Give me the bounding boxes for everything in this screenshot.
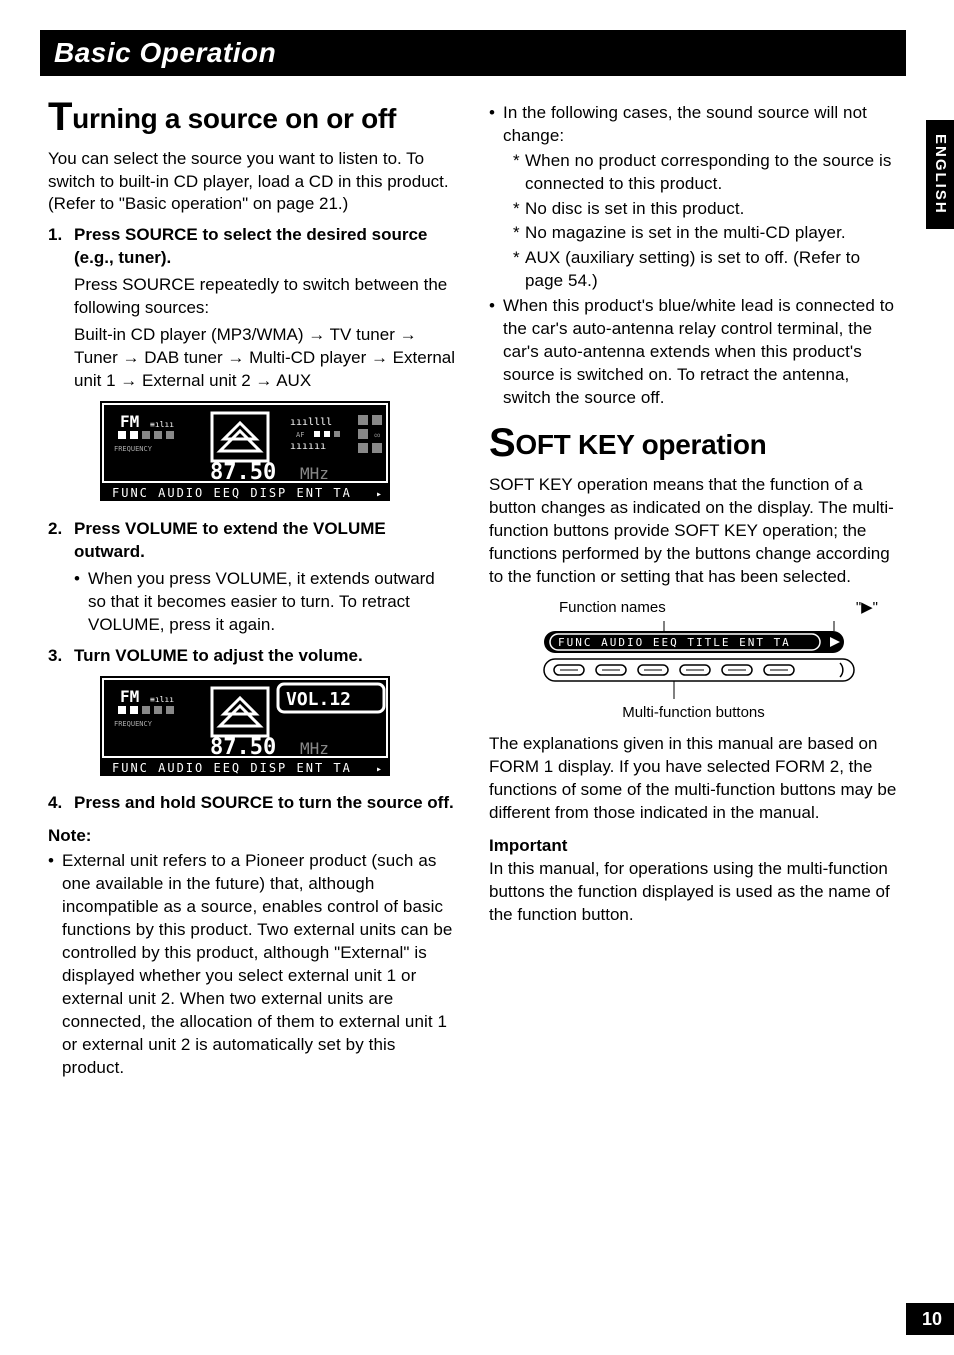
language-tab: ENGLISH [926, 120, 954, 229]
top-bullet-intro-text: In the following cases, the sound source… [503, 103, 867, 145]
top-bullet-2: When this product's blue/white lead is c… [489, 295, 898, 410]
step-3-title: Turn VOLUME to adjust the volume. [74, 645, 457, 668]
svg-text:FUNC AUDIO EEQ DISP ENT: FUNC AUDIO EEQ DISP ENT TA [112, 761, 352, 775]
svg-text:87.50: 87.50 [210, 460, 276, 485]
svg-text:▸: ▸ [376, 764, 382, 775]
top-bullets: In the following cases, the sound source… [489, 102, 898, 410]
top-bullet-intro: In the following cases, the sound source… [489, 102, 898, 294]
step-2-title: Press VOLUME to extend the VOLUME outwar… [74, 518, 457, 564]
softkey-para1: SOFT KEY operation means that the functi… [489, 474, 898, 589]
step-1: Press SOURCE to select the desired sourc… [48, 224, 457, 508]
svg-text:MHz: MHz [300, 464, 329, 483]
title-rest: urning a source on or off [72, 103, 396, 134]
left-column: Turning a source on or off You can selec… [48, 100, 457, 1086]
star-4: AUX (auxiliary setting) is set to off. (… [503, 247, 898, 293]
star-3: No magazine is set in the multi-CD playe… [503, 222, 898, 245]
step-1-chain: Built-in CD player (MP3/WMA) → TV tuner … [74, 324, 457, 393]
section-turning-source: Turning a source on or off [48, 100, 457, 138]
star-2: No disc is set in this product. [503, 198, 898, 221]
note-heading: Note: [48, 825, 457, 848]
diagram-bottom-label: Multi-function buttons [489, 703, 898, 723]
svg-text:87.50: 87.50 [210, 735, 276, 760]
svg-text:∞: ∞ [374, 430, 380, 440]
svg-text:ıııııı: ıııııı [290, 441, 326, 452]
step-4: Press and hold SOURCE to turn the source… [48, 792, 457, 815]
svg-text:AF: AF [296, 431, 304, 439]
step-1-title: Press SOURCE to select the desired sourc… [74, 224, 457, 270]
section-softkey: SOFT KEY operation [489, 426, 898, 464]
svg-text:≡ılıı: ≡ılıı [150, 420, 174, 429]
chapter-title: Basic Operation [40, 30, 906, 76]
softkey-para2: The explanations given in this manual ar… [489, 733, 898, 825]
svg-text:ıııllll: ıııllll [290, 417, 332, 428]
star-1: When no product corresponding to the sou… [503, 150, 898, 196]
right-column: In the following cases, the sound source… [489, 100, 898, 1086]
step-2-sub: When you press VOLUME, it extends outwar… [74, 568, 457, 637]
disp-band: FM [120, 412, 139, 431]
svg-text:FREQUENCY: FREQUENCY [114, 445, 153, 453]
note-bullets: External unit refers to a Pioneer produc… [48, 850, 457, 1079]
softkey-rest: OFT KEY operation [515, 429, 766, 460]
step-1-body: Press SOURCE repeatedly to switch betwee… [74, 274, 457, 320]
title-cap: T [48, 95, 72, 139]
steps-list: Press SOURCE to select the desired sourc… [48, 224, 457, 815]
step-2: Press VOLUME to extend the VOLUME outwar… [48, 518, 457, 637]
svg-text:MHz: MHz [300, 739, 329, 758]
svg-text:FREQUENCY: FREQUENCY [114, 720, 153, 728]
note-bullet-1: External unit refers to a Pioneer produc… [48, 850, 457, 1079]
svg-text:≡ılıı: ≡ılıı [150, 695, 174, 704]
diagram-top-label: Function names [559, 598, 666, 618]
step-3: Turn VOLUME to adjust the volume. FM ≡ıl… [48, 645, 457, 783]
softkey-diagram: Function names "▶" FUNC AUDIO EEQ TITLE … [489, 596, 898, 723]
page-number: 10 [906, 1303, 954, 1335]
softkey-cap: S [489, 421, 515, 465]
svg-text:VOL.12: VOL.12 [286, 689, 351, 710]
important-body: In this manual, for operations using the… [489, 858, 898, 927]
svg-text:FM: FM [120, 687, 139, 706]
important-heading: Important [489, 835, 898, 858]
svg-text:FUNC AUDIO EEQ DISP ENT: FUNC AUDIO EEQ DISP ENT TA [112, 486, 352, 500]
svg-text:▸: ▸ [376, 489, 382, 500]
step-4-title: Press and hold SOURCE to turn the source… [74, 792, 457, 815]
diagram-play-label: "▶" [856, 598, 878, 618]
svg-text:FUNC AUDIO EEQ TITLE ENT: FUNC AUDIO EEQ TITLE ENT TA [558, 636, 791, 649]
intro-text: You can select the source you want to li… [48, 148, 457, 217]
display-screenshot-1: FM ≡ılıı FREQUENCY ıııllll AF ıııııı [100, 401, 457, 508]
display-screenshot-2: FM ≡ılıı FREQUENCY VOL.12 87.50 MHz FUNC [100, 676, 457, 783]
